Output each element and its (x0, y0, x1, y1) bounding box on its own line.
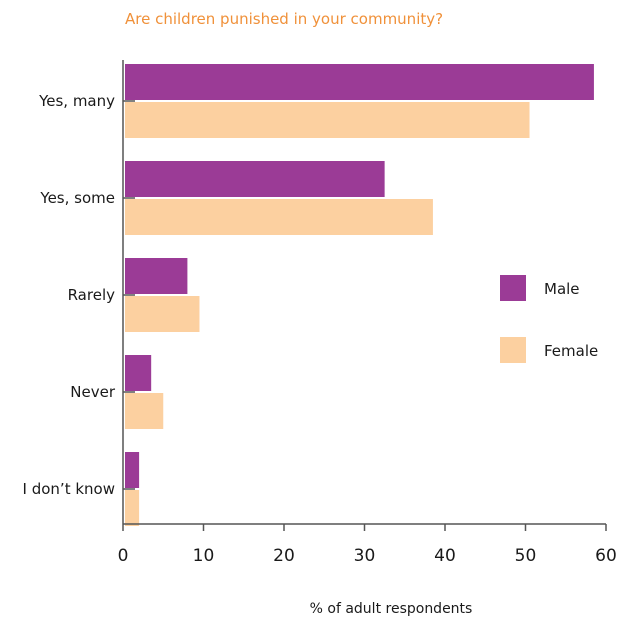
x-tick-label: 10 (193, 546, 215, 566)
bar-female-1 (125, 102, 530, 138)
x-tick-label: 20 (273, 546, 295, 566)
legend-label-female: Female (544, 342, 598, 360)
bar-female-5 (125, 490, 140, 526)
x-tick-label: 40 (434, 546, 456, 566)
category-label: Yes, some (39, 189, 115, 207)
bar-male-4 (125, 355, 152, 391)
bar-male-1 (125, 64, 594, 100)
legend-swatch-female (500, 337, 526, 363)
category-label: I don’t know (23, 480, 115, 498)
bar-male-5 (125, 452, 140, 488)
category-label: Yes, many (38, 92, 115, 110)
x-tick-label: 60 (595, 546, 617, 566)
category-label: Rarely (68, 286, 116, 304)
chart-title: Are children punished in your community? (125, 10, 443, 28)
x-axis-ticks: 0 10 20 30 40 50 60 (118, 524, 617, 566)
category-label: Never (70, 383, 116, 401)
x-tick-label: 50 (515, 546, 537, 566)
legend-swatch-male (500, 275, 526, 301)
category-labels: Yes, many Yes, some Rarely Never I don’t kno… (23, 92, 135, 498)
bar-female-4 (125, 393, 164, 429)
x-tick-label: 0 (118, 546, 129, 566)
bar-male-2 (125, 161, 385, 197)
bar-female-2 (125, 199, 433, 235)
x-axis-label: % of adult respondents (310, 601, 473, 617)
legend-label-male: Male (544, 280, 580, 298)
bar-male-3 (125, 258, 188, 294)
bars-group (125, 64, 594, 526)
legend: Male Female (500, 275, 598, 363)
bar-female-3 (125, 296, 200, 332)
x-tick-label: 30 (354, 546, 376, 566)
